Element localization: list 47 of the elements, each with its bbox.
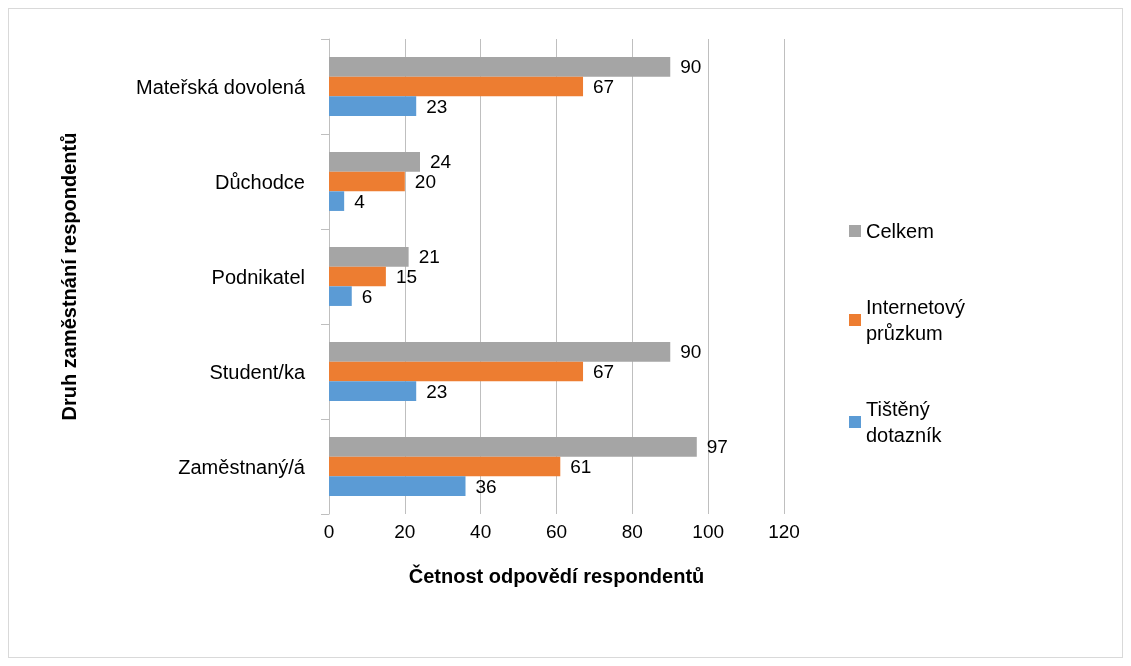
data-label: 20: [414, 171, 436, 192]
bar: [329, 191, 345, 211]
x-tick-label: 60: [545, 521, 568, 542]
y-axis-title: Druh zaměstnání respondentů: [58, 132, 80, 421]
x-axis-title: Četnost odpovědí respondentů: [408, 564, 705, 587]
bar: [329, 456, 561, 477]
data-label: 24: [430, 151, 452, 173]
bar: [329, 76, 584, 97]
data-label: 23: [426, 95, 448, 117]
y-tick-label: Mateřská dovolená: [136, 75, 306, 98]
data-label: 36: [475, 475, 497, 497]
y-tick-label: Zaměstnaný/á: [178, 455, 306, 478]
bar: [329, 57, 671, 77]
data-label: 90: [680, 56, 702, 78]
y-tick-label: Student/ka: [209, 360, 306, 383]
bar: [329, 96, 417, 116]
data-label: 21: [418, 246, 440, 268]
x-tick-label: 100: [692, 521, 725, 542]
x-tick-label: 40: [470, 521, 492, 542]
data-label: 97: [706, 436, 728, 458]
data-label: 67: [593, 361, 615, 382]
x-tick-label: 120: [768, 521, 800, 542]
x-tick-label: 0: [323, 521, 335, 542]
bar: [329, 476, 466, 496]
legend-label: Celkem: [866, 220, 934, 242]
data-label: 90: [680, 341, 702, 363]
data-label: 6: [361, 285, 373, 307]
legend-label: Tištěný dotazník: [866, 398, 943, 446]
bar: [329, 437, 697, 457]
x-tick-label: 80: [621, 521, 643, 542]
bar: [329, 171, 405, 192]
bar: [329, 152, 420, 172]
bar: [329, 286, 352, 306]
legend-label: Internetový průzkum: [866, 296, 971, 344]
bar: [329, 266, 386, 287]
bar: [329, 342, 671, 362]
data-label: 23: [426, 380, 448, 402]
x-tick-label: 20: [394, 521, 416, 542]
bar: [329, 361, 584, 382]
data-label: 61: [570, 456, 592, 477]
data-label: 15: [395, 266, 418, 287]
y-tick-label: Podnikatel: [211, 265, 305, 288]
bar: [329, 381, 417, 401]
bar: [329, 247, 409, 267]
data-label: 67: [593, 76, 615, 97]
y-tick-label: Důchodce: [214, 170, 305, 193]
data-label: 4: [354, 190, 366, 212]
